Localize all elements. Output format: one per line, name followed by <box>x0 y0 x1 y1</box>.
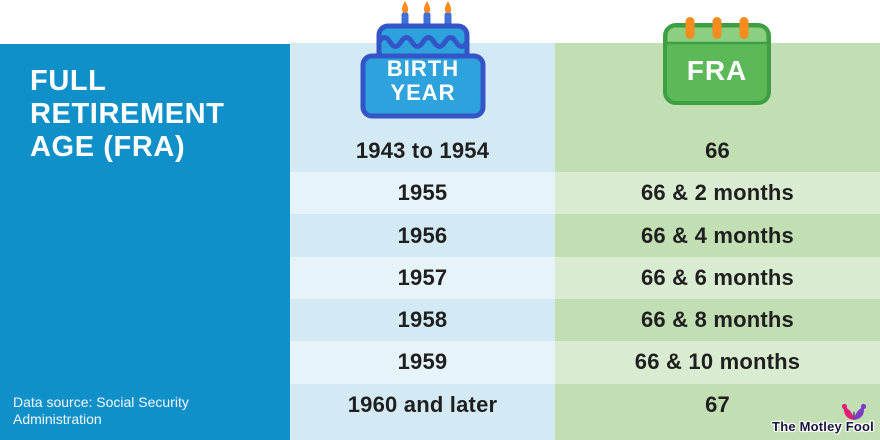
fra-header-label: FRA <box>687 55 748 86</box>
birth-year-header-line-1: BIRTH <box>387 56 459 81</box>
birthday-cake-icon: BIRTH YEAR <box>360 1 486 119</box>
page-title: FULL RETIREMENT AGE (FRA) <box>30 65 225 164</box>
birth-year-column-footer <box>290 425 555 440</box>
calendar-icon: FRA <box>663 17 771 105</box>
table-row: 66 & 10 months <box>555 341 880 384</box>
table-row: 1957 <box>290 256 555 299</box>
title-line-2: RETIREMENT <box>30 98 225 130</box>
table-row: 1960 and later <box>290 383 555 426</box>
jester-hat-icon <box>841 403 867 420</box>
table-row: 1956 <box>290 214 555 257</box>
birth-year-header-line-2: YEAR <box>390 80 455 105</box>
title-panel: FULL RETIREMENT AGE (FRA) Data source: S… <box>0 44 290 440</box>
table-row: 66 & 2 months <box>555 172 880 215</box>
logo-text: The Motley Fool <box>772 419 874 434</box>
title-line-3: AGE (FRA) <box>30 131 186 163</box>
table-row: 66 & 8 months <box>555 299 880 342</box>
data-source-line-2: Administration <box>13 411 102 427</box>
table-row: 1943 to 1954 <box>290 129 555 173</box>
table-row: 1955 <box>290 172 555 215</box>
table-row: 1958 <box>290 299 555 342</box>
motley-fool-logo: The Motley Fool <box>772 403 874 434</box>
birth-year-column: 1943 to 1954 1955 1956 1957 1958 1959 19… <box>290 43 555 440</box>
title-line-1: FULL <box>30 65 107 97</box>
table-row: 1959 <box>290 341 555 384</box>
data-source-note: Data source: Social Security Administrat… <box>13 394 189 428</box>
table-row: 66 & 4 months <box>555 214 880 257</box>
table-row: 67 <box>555 383 880 426</box>
table-row: 66 <box>555 129 880 173</box>
fra-column: 66 66 & 2 months 66 & 4 months 66 & 6 mo… <box>555 43 880 440</box>
table-row: 66 & 6 months <box>555 256 880 299</box>
fra-column-footer <box>555 425 880 440</box>
data-source-line-1: Data source: Social Security <box>13 394 189 410</box>
